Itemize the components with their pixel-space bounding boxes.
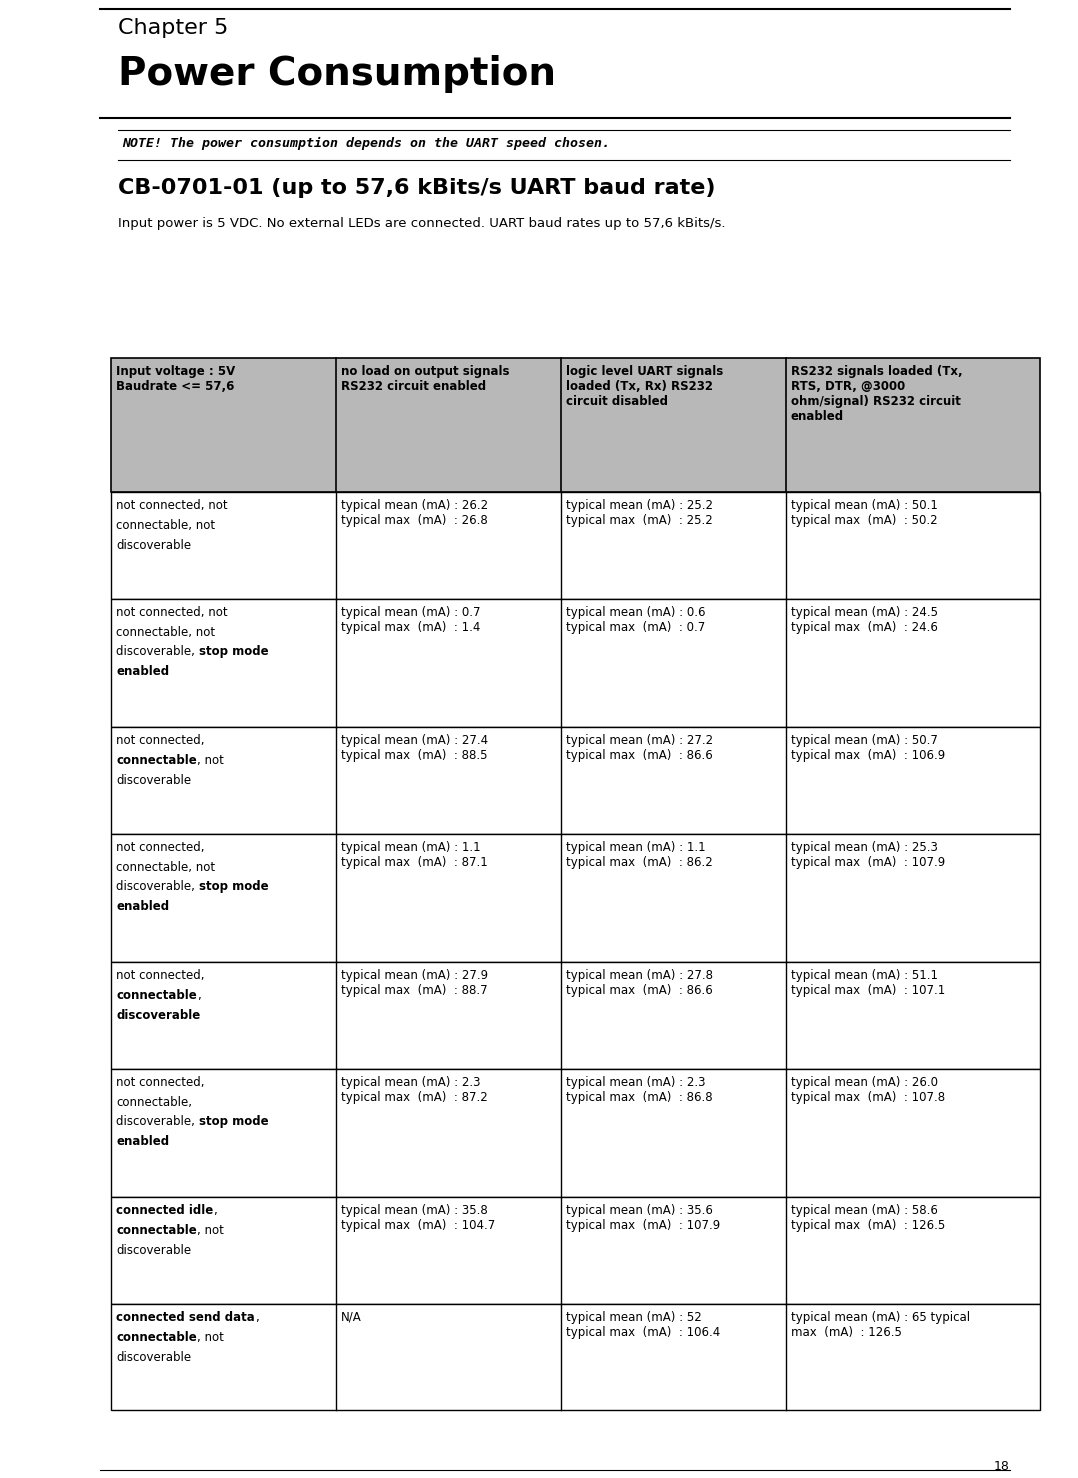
Text: logic level UART signals
loaded (Tx, Rx) RS232
circuit disabled: logic level UART signals loaded (Tx, Rx)… bbox=[566, 365, 723, 408]
Text: connectable, not: connectable, not bbox=[116, 519, 216, 532]
Text: Chapter 5: Chapter 5 bbox=[118, 18, 229, 38]
Text: typical mean (mA) : 2.3
typical max  (mA)  : 86.8: typical mean (mA) : 2.3 typical max (mA)… bbox=[566, 1076, 713, 1104]
Text: discoverable: discoverable bbox=[116, 1009, 201, 1023]
Text: enabled: enabled bbox=[116, 665, 169, 678]
Bar bbox=[111, 834, 1040, 962]
Text: discoverable: discoverable bbox=[116, 1244, 191, 1258]
Text: discoverable,: discoverable, bbox=[116, 646, 198, 659]
Text: typical mean (mA) : 58.6
typical max  (mA)  : 126.5: typical mean (mA) : 58.6 typical max (mA… bbox=[790, 1205, 945, 1233]
Bar bbox=[111, 1069, 1040, 1197]
Text: connected idle: connected idle bbox=[116, 1205, 213, 1218]
Text: connected send data: connected send data bbox=[116, 1311, 254, 1324]
Text: , not: , not bbox=[197, 1224, 223, 1237]
Text: connectable: connectable bbox=[116, 1224, 197, 1237]
Text: typical mean (mA) : 27.2
typical max  (mA)  : 86.6: typical mean (mA) : 27.2 typical max (mA… bbox=[566, 735, 713, 763]
Text: discoverable: discoverable bbox=[116, 539, 191, 553]
Text: connectable, not: connectable, not bbox=[116, 625, 216, 638]
Text: discoverable,: discoverable, bbox=[116, 1116, 198, 1129]
Text: connectable,: connectable, bbox=[116, 1095, 192, 1108]
Bar bbox=[111, 962, 1040, 1069]
Text: typical mean (mA) : 26.2
typical max  (mA)  : 26.8: typical mean (mA) : 26.2 typical max (mA… bbox=[341, 500, 488, 528]
Text: typical mean (mA) : 35.6
typical max  (mA)  : 107.9: typical mean (mA) : 35.6 typical max (mA… bbox=[566, 1205, 720, 1233]
Text: discoverable,: discoverable, bbox=[116, 881, 198, 894]
Text: typical mean (mA) : 50.7
typical max  (mA)  : 106.9: typical mean (mA) : 50.7 typical max (mA… bbox=[790, 735, 945, 763]
Text: typical mean (mA) : 27.8
typical max  (mA)  : 86.6: typical mean (mA) : 27.8 typical max (mA… bbox=[566, 970, 713, 998]
Text: not connected,: not connected, bbox=[116, 1076, 205, 1089]
Text: ,: , bbox=[213, 1205, 217, 1218]
Bar bbox=[111, 1304, 1040, 1410]
Text: typical mean (mA) : 52
typical max  (mA)  : 106.4: typical mean (mA) : 52 typical max (mA) … bbox=[566, 1311, 720, 1339]
Text: discoverable: discoverable bbox=[116, 774, 191, 788]
Text: not connected,: not connected, bbox=[116, 735, 205, 748]
Text: ,: , bbox=[254, 1311, 259, 1324]
Text: stop mode: stop mode bbox=[198, 1116, 268, 1129]
Text: no load on output signals
RS232 circuit enabled: no load on output signals RS232 circuit … bbox=[341, 365, 510, 393]
Text: typical mean (mA) : 1.1
typical max  (mA)  : 87.1: typical mean (mA) : 1.1 typical max (mA)… bbox=[341, 841, 487, 869]
Text: connectable: connectable bbox=[116, 754, 197, 767]
Text: typical mean (mA) : 35.8
typical max  (mA)  : 104.7: typical mean (mA) : 35.8 typical max (mA… bbox=[341, 1205, 495, 1233]
Text: typical mean (mA) : 26.0
typical max  (mA)  : 107.8: typical mean (mA) : 26.0 typical max (mA… bbox=[790, 1076, 944, 1104]
Text: typical mean (mA) : 0.6
typical max  (mA)  : 0.7: typical mean (mA) : 0.6 typical max (mA)… bbox=[566, 606, 705, 634]
Text: typical mean (mA) : 27.9
typical max  (mA)  : 88.7: typical mean (mA) : 27.9 typical max (mA… bbox=[341, 970, 488, 998]
Text: discoverable: discoverable bbox=[116, 1351, 191, 1364]
Bar bbox=[111, 727, 1040, 834]
Text: enabled: enabled bbox=[116, 900, 169, 913]
Text: stop mode: stop mode bbox=[198, 881, 268, 894]
Text: enabled: enabled bbox=[116, 1135, 169, 1148]
Text: NOTE! The power consumption depends on the UART speed chosen.: NOTE! The power consumption depends on t… bbox=[122, 137, 610, 151]
Bar bbox=[111, 358, 1040, 492]
Text: 18: 18 bbox=[994, 1460, 1010, 1474]
Text: , not: , not bbox=[197, 1330, 223, 1344]
Text: Input power is 5 VDC. No external LEDs are connected. UART baud rates up to 57,6: Input power is 5 VDC. No external LEDs a… bbox=[118, 217, 725, 231]
Text: typical mean (mA) : 25.2
typical max  (mA)  : 25.2: typical mean (mA) : 25.2 typical max (mA… bbox=[566, 500, 713, 528]
Bar bbox=[111, 1197, 1040, 1304]
Text: RS232 signals loaded (Tx,
RTS, DTR, @3000
ohm/signal) RS232 circuit
enabled: RS232 signals loaded (Tx, RTS, DTR, @300… bbox=[790, 365, 963, 423]
Text: connectable: connectable bbox=[116, 989, 197, 1002]
Text: , not: , not bbox=[197, 754, 223, 767]
Text: not connected, not: not connected, not bbox=[116, 500, 227, 513]
Text: typical mean (mA) : 65 typical
max  (mA)  : 126.5: typical mean (mA) : 65 typical max (mA) … bbox=[790, 1311, 970, 1339]
Text: connectable: connectable bbox=[116, 1330, 197, 1344]
Text: typical mean (mA) : 27.4
typical max  (mA)  : 88.5: typical mean (mA) : 27.4 typical max (mA… bbox=[341, 735, 488, 763]
Text: typical mean (mA) : 2.3
typical max  (mA)  : 87.2: typical mean (mA) : 2.3 typical max (mA)… bbox=[341, 1076, 487, 1104]
Text: typical mean (mA) : 51.1
typical max  (mA)  : 107.1: typical mean (mA) : 51.1 typical max (mA… bbox=[790, 970, 945, 998]
Text: Input voltage : 5V
Baudrate <= 57,6: Input voltage : 5V Baudrate <= 57,6 bbox=[116, 365, 235, 393]
Text: not connected,: not connected, bbox=[116, 841, 205, 854]
Text: ,: , bbox=[197, 989, 201, 1002]
Text: typical mean (mA) : 25.3
typical max  (mA)  : 107.9: typical mean (mA) : 25.3 typical max (mA… bbox=[790, 841, 945, 869]
Text: connectable, not: connectable, not bbox=[116, 860, 216, 873]
Text: CB-0701-01 (up to 57,6 kBits/s UART baud rate): CB-0701-01 (up to 57,6 kBits/s UART baud… bbox=[118, 177, 716, 198]
Bar bbox=[111, 492, 1040, 599]
Bar bbox=[111, 599, 1040, 727]
Text: typical mean (mA) : 50.1
typical max  (mA)  : 50.2: typical mean (mA) : 50.1 typical max (mA… bbox=[790, 500, 938, 528]
Text: typical mean (mA) : 1.1
typical max  (mA)  : 86.2: typical mean (mA) : 1.1 typical max (mA)… bbox=[566, 841, 713, 869]
Text: stop mode: stop mode bbox=[198, 646, 268, 659]
Text: typical mean (mA) : 24.5
typical max  (mA)  : 24.6: typical mean (mA) : 24.5 typical max (mA… bbox=[790, 606, 938, 634]
Text: typical mean (mA) : 0.7
typical max  (mA)  : 1.4: typical mean (mA) : 0.7 typical max (mA)… bbox=[341, 606, 481, 634]
Text: not connected,: not connected, bbox=[116, 970, 205, 983]
Text: N/A: N/A bbox=[341, 1311, 361, 1324]
Text: not connected, not: not connected, not bbox=[116, 606, 227, 619]
Text: Power Consumption: Power Consumption bbox=[118, 55, 556, 93]
